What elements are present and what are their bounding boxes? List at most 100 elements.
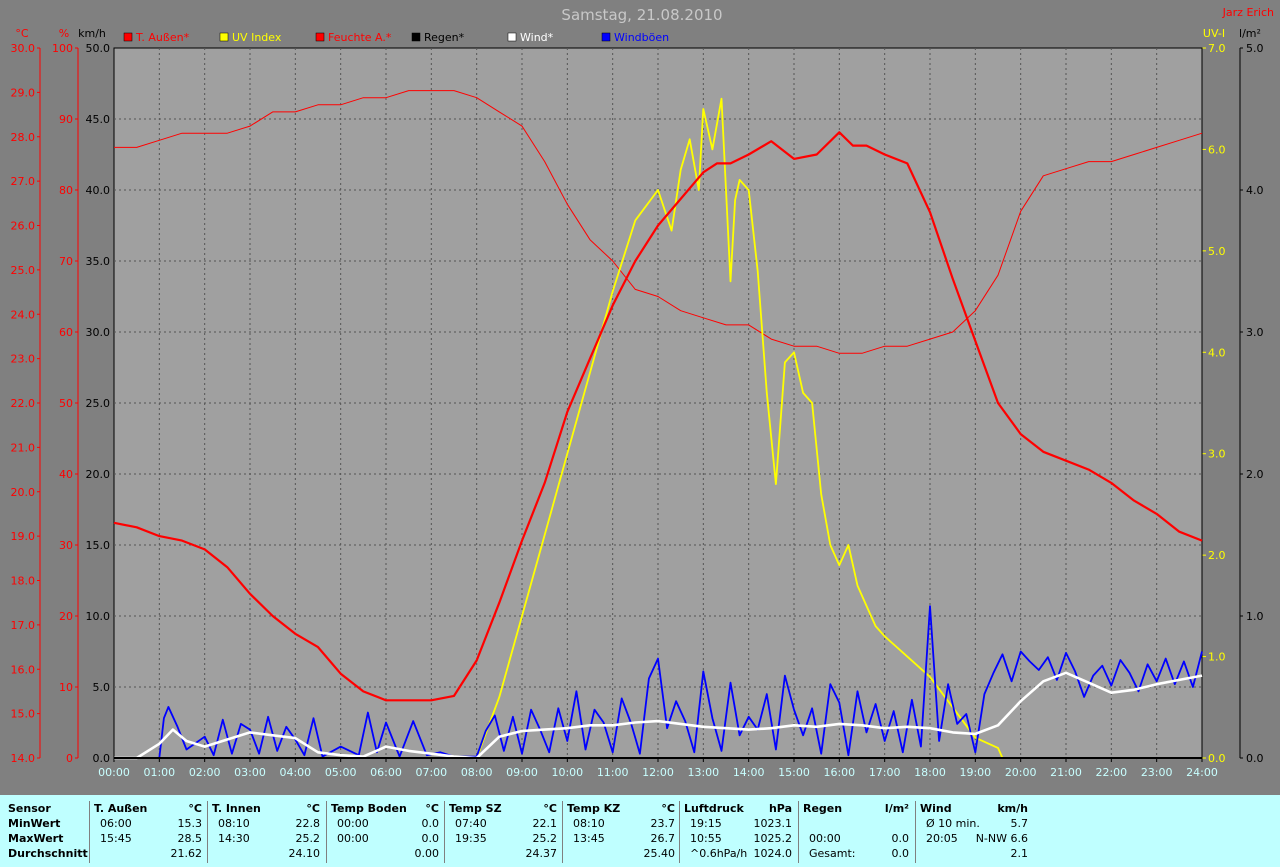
humidity-unit-label: % [59,27,69,40]
wind-tick: 25.0 [86,397,111,410]
summary-value: 0.0 [891,847,910,860]
temp-tick: 20.0 [11,486,36,499]
humidity-tick: 50 [59,397,73,410]
summary-value: 1024.0 [753,847,793,860]
summary-col-name: Luftdruck [684,802,744,815]
legend-swatch [411,32,421,42]
x-tick-label: 14:00 [733,766,765,779]
wind-tick: 10.0 [86,610,111,623]
temp-tick: 25.0 [11,264,36,277]
author-label: Jarz Erich [1222,6,1274,19]
legend-label: Regen* [424,31,465,44]
summary-time: 00:00 [337,832,369,845]
summary-time: 20:05 [926,832,958,845]
summary-col-unit: °C [306,802,320,815]
rain-tick: 5.0 [1246,42,1264,55]
humidity-tick: 80 [59,184,73,197]
rain-tick: 4.0 [1246,184,1264,197]
x-tick-label: 02:00 [189,766,221,779]
summary-value: 23.7 [650,817,676,830]
x-tick-label: 18:00 [914,766,946,779]
x-tick-label: 22:00 [1095,766,1127,779]
legend-label: UV Index [232,31,282,44]
legend-swatch [219,32,229,42]
humidity-tick: 40 [59,468,73,481]
summary-value: N-NW 6.6 [975,832,1028,845]
wind-tick: 45.0 [86,113,111,126]
x-tick-label: 00:00 [98,766,130,779]
humidity-tick: 30 [59,539,73,552]
summary-col-unit: °C [661,802,675,815]
column-separator [89,801,90,863]
summary-col-name: T. Außen [94,802,148,815]
legend-label: Wind* [520,31,554,44]
humidity-tick: 90 [59,113,73,126]
x-tick-label: 10:00 [551,766,583,779]
wind-tick: 40.0 [86,184,111,197]
summary-value: 25.40 [643,847,676,860]
wind-tick: 35.0 [86,255,111,268]
summary-col-unit: °C [425,802,439,815]
summary-value: 0.00 [414,847,440,860]
wind-tick: 0.0 [93,752,111,765]
summary-value: 25.2 [295,832,321,845]
temp-unit-label: °C [15,27,29,40]
wind-tick: 15.0 [86,539,111,552]
summary-col-unit: °C [543,802,557,815]
x-tick-label: 12:00 [642,766,674,779]
x-tick-label: 06:00 [370,766,402,779]
chart-title: Samstag, 21.08.2010 [561,6,722,24]
temp-tick: 17.0 [11,619,36,632]
x-tick-label: 23:00 [1141,766,1173,779]
legend-swatch [601,32,611,42]
summary-time: 13:45 [573,832,605,845]
summary-time: ^0.6hPa/h [690,847,748,860]
x-tick-label: 03:00 [234,766,266,779]
legend-swatch [123,32,133,42]
column-separator [326,801,327,863]
x-tick-label: 04:00 [279,766,311,779]
humidity-tick: 0 [66,752,73,765]
temp-tick: 24.0 [11,308,36,321]
x-tick-label: 07:00 [415,766,447,779]
summary-col-name: Temp SZ [449,802,502,815]
summary-value: 0.0 [891,832,910,845]
x-tick-label: 24:00 [1186,766,1218,779]
uv-tick: 0.0 [1208,752,1226,765]
uv-tick: 5.0 [1208,245,1226,258]
temp-tick: 26.0 [11,220,36,233]
summary-value: 24.37 [525,847,558,860]
temp-tick: 14.0 [11,752,36,765]
x-tick-label: 01:00 [143,766,175,779]
summary-time: 00:00 [809,832,841,845]
grid [114,48,1202,758]
temp-tick: 15.0 [11,708,36,721]
humidity-tick: 70 [59,255,73,268]
summary-value: 1025.2 [753,832,793,845]
x-tick-label: 19:00 [959,766,991,779]
x-tick-label: 08:00 [461,766,493,779]
summary-time: 19:35 [455,832,487,845]
summary-time: 14:30 [218,832,250,845]
summary-time: 10:55 [690,832,722,845]
summary-time: 15:45 [100,832,132,845]
summary-panel: Sensor MinWert MaxWert Durchschnitt T. A… [0,795,1280,867]
humidity-tick: 60 [59,326,73,339]
rain-tick: 0.0 [1246,752,1264,765]
wind-unit-label: km/h [78,27,106,40]
temp-tick: 27.0 [11,175,36,188]
rain-tick: 3.0 [1246,326,1264,339]
summary-value: 24.10 [288,847,321,860]
summary-col-name: Wind [920,802,952,815]
wind-tick: 30.0 [86,326,111,339]
summary-col-name: Temp KZ [567,802,621,815]
legend-label: Windböen [614,31,669,44]
temp-tick: 18.0 [11,575,36,588]
x-tick-label: 17:00 [869,766,901,779]
temp-tick: 23.0 [11,353,36,366]
summary-value: 1023.1 [753,817,793,830]
uv-tick: 7.0 [1208,42,1226,55]
series-feuchte-a [114,90,1203,354]
summary-value: 5.7 [1010,817,1029,830]
uv-tick: 3.0 [1208,448,1226,461]
